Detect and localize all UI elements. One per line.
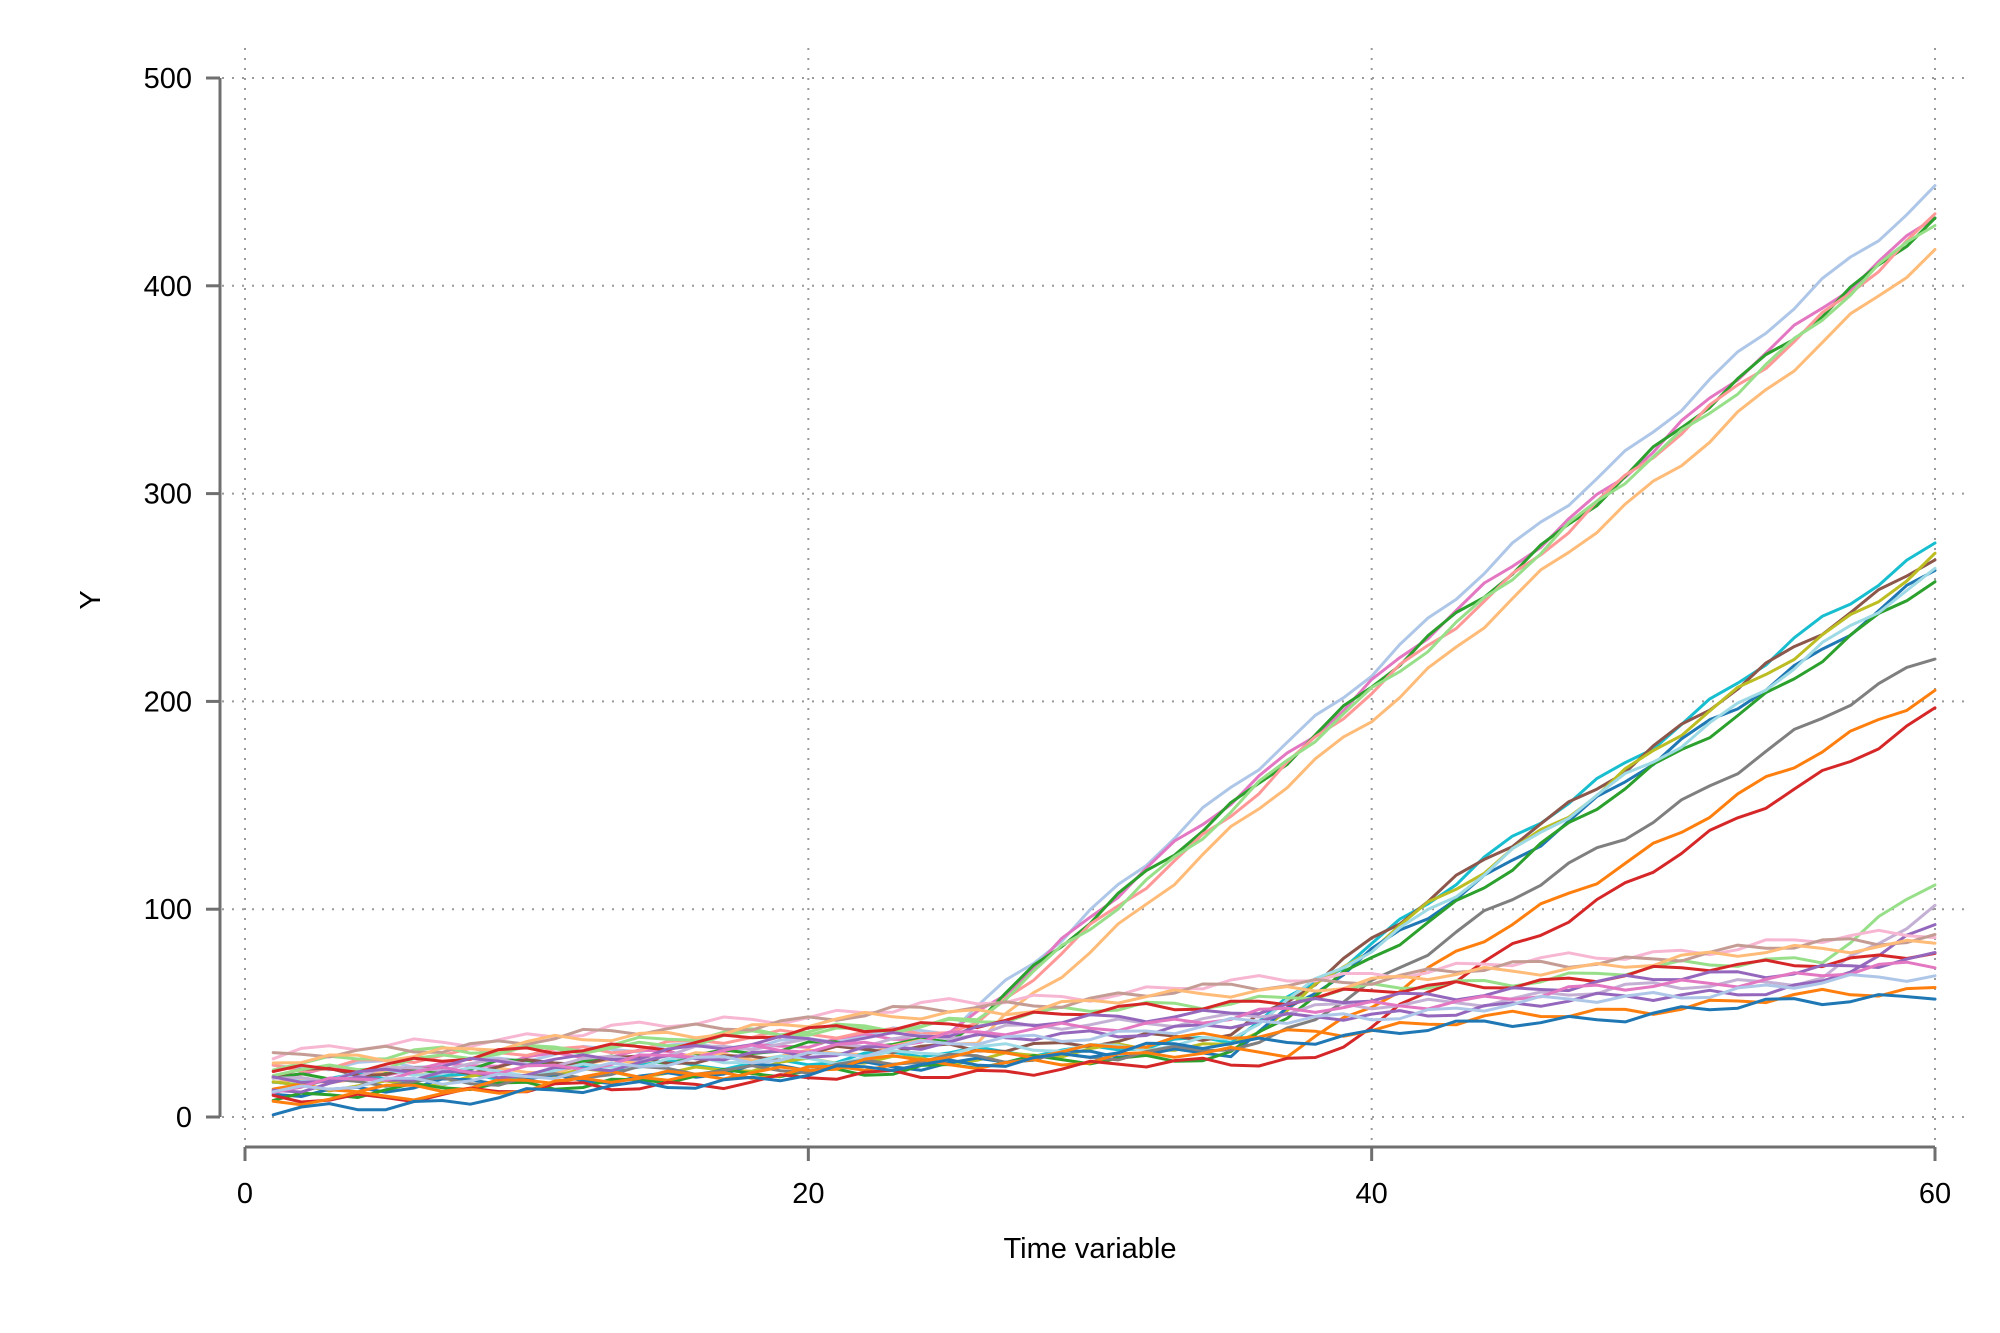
y-tick-label: 100 xyxy=(144,894,192,926)
series-lines xyxy=(271,184,1937,1117)
series-line xyxy=(271,224,1937,1072)
y-tick-label: 300 xyxy=(144,479,192,511)
y-axis-title: Y xyxy=(75,590,107,609)
series-line xyxy=(271,706,1937,1104)
gridlines xyxy=(222,48,1965,1147)
series-line xyxy=(271,951,1937,1084)
x-tick-label: 60 xyxy=(1919,1178,1951,1210)
x-tick-label: 20 xyxy=(792,1178,824,1210)
series-line xyxy=(271,951,1937,1074)
y-tick-label: 200 xyxy=(144,686,192,718)
series-line xyxy=(271,688,1937,1094)
series-line xyxy=(271,568,1937,1098)
series-line xyxy=(271,184,1937,1072)
x-tick-label: 40 xyxy=(1356,1178,1388,1210)
series-line xyxy=(271,993,1937,1117)
series-line xyxy=(271,566,1937,1083)
series-line xyxy=(271,248,1937,1085)
x-axis-ticks: 0 20 40 60 xyxy=(237,1147,1951,1210)
series-line xyxy=(271,973,1937,1094)
series-line xyxy=(271,938,1937,1065)
series-line xyxy=(271,657,1937,1094)
series-line xyxy=(271,216,1937,1078)
y-tick-label: 0 xyxy=(176,1102,192,1134)
y-tick-label: 400 xyxy=(144,271,192,303)
y-axis-ticks: 0 100 200 300 400 500 xyxy=(144,63,220,1134)
axes xyxy=(218,78,1935,1149)
series-line xyxy=(271,960,1937,1095)
series-line xyxy=(271,212,1937,1073)
x-axis-title: Time variable xyxy=(1004,1233,1177,1265)
series-line xyxy=(271,541,1937,1087)
x-tick-label: 0 xyxy=(237,1178,253,1210)
y-tick-label: 500 xyxy=(144,63,192,95)
series-line xyxy=(271,933,1937,1059)
series-line xyxy=(271,580,1937,1102)
